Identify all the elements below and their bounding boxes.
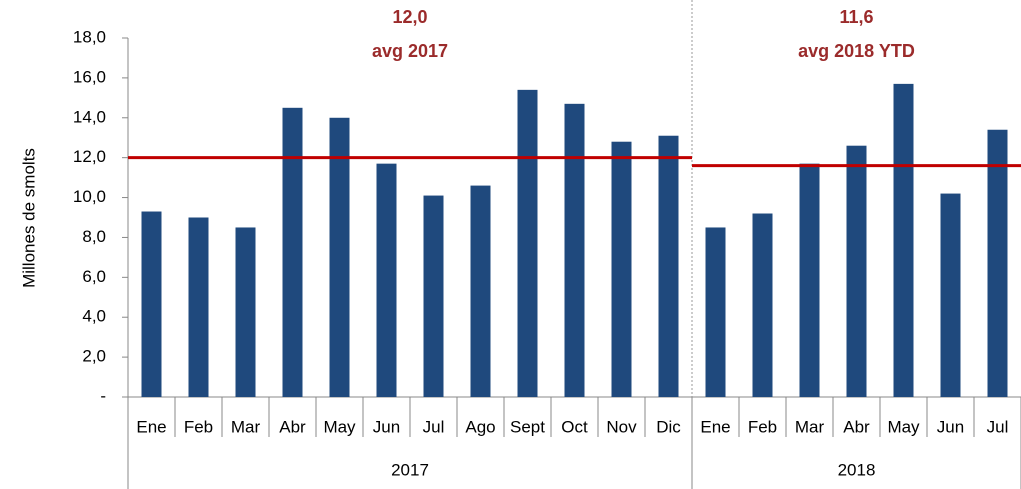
x-tick-label: Jun xyxy=(373,417,400,436)
bar xyxy=(564,103,585,398)
y-tick-label: 12,0 xyxy=(73,147,106,166)
bar xyxy=(517,89,538,397)
bar xyxy=(799,163,820,397)
bar xyxy=(893,83,914,397)
x-tick-label: Ago xyxy=(465,417,495,436)
bar xyxy=(235,227,256,397)
bar xyxy=(376,163,397,397)
x-tick-label: May xyxy=(323,417,356,436)
bar xyxy=(705,227,726,397)
x-tick-label: Mar xyxy=(231,417,261,436)
bar xyxy=(752,213,773,397)
average-label: avg 2017 xyxy=(372,41,448,61)
y-tick-label: 4,0 xyxy=(82,307,106,326)
x-tick-label: Jun xyxy=(937,417,964,436)
x-tick-label: Mar xyxy=(795,417,825,436)
y-tick-label: - xyxy=(100,386,106,405)
bar xyxy=(282,107,303,398)
bar xyxy=(611,141,632,397)
x-tick-label: Nov xyxy=(606,417,637,436)
bar xyxy=(470,185,491,397)
x-tick-label: Abr xyxy=(279,417,306,436)
x-tick-label: May xyxy=(887,417,920,436)
y-tick-label: 14,0 xyxy=(73,107,106,126)
x-tick-label: Oct xyxy=(561,417,588,436)
average-value: 11,6 xyxy=(839,7,873,27)
group-label: 2018 xyxy=(838,460,876,479)
bar xyxy=(141,211,162,397)
y-tick-label: 16,0 xyxy=(73,67,106,86)
x-tick-label: Dic xyxy=(656,417,681,436)
bar xyxy=(188,217,209,397)
x-tick-label: Ene xyxy=(700,417,730,436)
bar xyxy=(658,135,679,397)
average-label: avg 2018 YTD xyxy=(798,41,915,61)
x-tick-label: Sept xyxy=(510,417,545,436)
y-tick-label: 2,0 xyxy=(82,347,106,366)
bar xyxy=(987,129,1008,397)
x-tick-label: Feb xyxy=(748,417,777,436)
y-tick-label: 10,0 xyxy=(73,187,106,206)
x-tick-label: Ene xyxy=(136,417,166,436)
y-tick-label: 6,0 xyxy=(82,267,106,286)
x-tick-label: Jul xyxy=(423,417,445,436)
bar xyxy=(423,195,444,397)
group-label: 2017 xyxy=(391,460,429,479)
bar xyxy=(846,145,867,397)
bar xyxy=(329,117,350,398)
y-tick-label: 8,0 xyxy=(82,227,106,246)
y-tick-label: 18,0 xyxy=(73,27,106,46)
x-tick-label: Feb xyxy=(184,417,213,436)
average-value: 12,0 xyxy=(392,7,427,27)
x-tick-label: Jul xyxy=(987,417,1009,436)
x-tick-label: Abr xyxy=(843,417,870,436)
y-axis-label: Millones de smolts xyxy=(19,148,38,288)
bar xyxy=(940,193,961,397)
